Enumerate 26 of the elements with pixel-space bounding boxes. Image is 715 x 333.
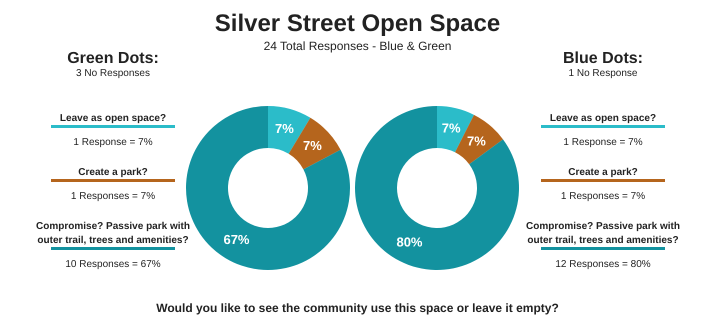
data-label: 7% (466, 133, 486, 148)
text: Leave as open space? (60, 113, 166, 124)
data-label: 80% (396, 234, 423, 250)
data-label: 7% (442, 120, 461, 136)
text: 1 Response = 7% (563, 137, 643, 148)
text: Silver Street Open Space (214, 10, 500, 37)
text: 12 Responses = 80% (555, 259, 651, 270)
text: 10 Responses = 67% (65, 259, 161, 270)
text: Would you like to see the community use this space or leave it empty? (156, 301, 559, 315)
text: 1 Response = 7% (73, 137, 153, 148)
text: 24 Total Responses - Blue & Green (264, 39, 452, 53)
data-label: 7% (302, 138, 322, 154)
text: Leave as open space? (550, 113, 656, 124)
text: Compromise? Passive park with outer trail, trees and amenities? (526, 221, 680, 246)
donut-slice (355, 106, 519, 270)
text: Compromise? Passive park with outer trail, trees and amenities? (36, 221, 190, 246)
text: 1 No Response (568, 68, 638, 79)
data-label: 7% (274, 121, 294, 136)
text: Blue Dots: (563, 50, 643, 67)
chart-subtitle: 3 No Responses (76, 68, 150, 79)
text: Create a park? (568, 167, 638, 178)
text: Create a park? (78, 167, 148, 178)
text: 1 Responses = 7% (70, 191, 156, 202)
chart-title: Green Dots: (67, 50, 159, 67)
data-label: 67% (223, 232, 250, 248)
text: 1 Responses = 7% (560, 191, 646, 202)
